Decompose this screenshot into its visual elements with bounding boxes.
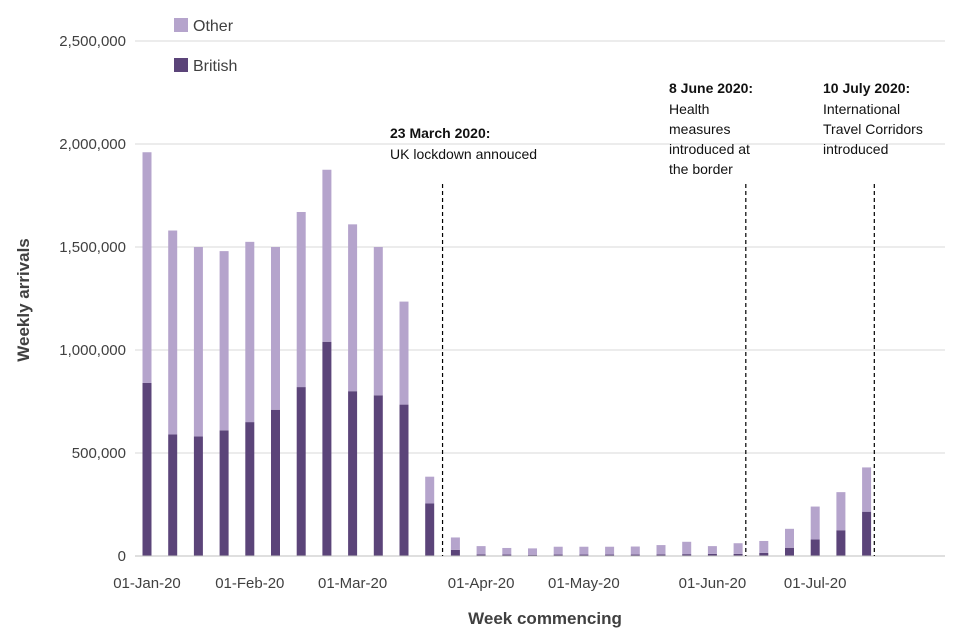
bar-other <box>399 301 409 405</box>
annotation-text: Travel Corridors <box>823 121 923 137</box>
bar-british <box>630 554 640 556</box>
y-tick-label: 1,500,000 <box>59 239 126 256</box>
y-tick-label: 0 <box>118 548 126 565</box>
bar-other <box>476 546 486 555</box>
x-axis-title: Week commencing <box>468 609 622 628</box>
bar-british <box>682 554 692 556</box>
bar-british <box>245 422 255 556</box>
bar-other <box>733 543 743 554</box>
x-tick-label: 01-May-20 <box>548 575 620 592</box>
bar-british <box>296 387 306 556</box>
bar-other <box>528 548 537 555</box>
x-tick-label: 01-Jul-20 <box>784 575 847 592</box>
annotation-text: introduced <box>823 141 888 157</box>
bar-other <box>296 211 306 388</box>
y-tick-label: 2,500,000 <box>59 33 126 50</box>
gridlines <box>135 40 945 454</box>
x-tick-label: 01-Apr-20 <box>448 575 515 592</box>
x-tick-label: 01-Feb-20 <box>215 575 284 592</box>
bar-other <box>656 545 666 555</box>
bar-british <box>810 539 820 556</box>
bar-british <box>168 434 178 556</box>
bar-other <box>682 541 692 555</box>
y-tick-label: 2,000,000 <box>59 136 126 153</box>
x-axis-ticks: 01-Jan-20 01-Feb-20 01-Mar-20 01-Apr-20 01-M… <box>113 575 846 592</box>
bar-british <box>425 503 435 556</box>
y-axis-ticks: 0 500,000 1,000,000 1,500,000 2,000,000 2,500… <box>59 33 126 565</box>
x-tick-label: 01-Jun-20 <box>679 575 747 592</box>
bar-other <box>759 540 769 553</box>
bar-british <box>528 554 537 556</box>
bar-british <box>399 404 409 556</box>
bar-british <box>373 395 383 556</box>
bar-other <box>142 152 152 383</box>
bar-other <box>348 224 358 392</box>
annotation-text: UK lockdown annouced <box>390 146 537 162</box>
bar-british <box>733 553 743 556</box>
bar-other <box>785 528 794 548</box>
legend: Other British <box>174 18 237 75</box>
bar-british <box>836 530 846 556</box>
bar-other <box>836 492 846 531</box>
annotation-text: introduced at <box>669 141 750 157</box>
annotation-title: 8 June 2020: <box>669 80 753 96</box>
annotation-text: International <box>823 101 900 117</box>
bar-other <box>707 546 717 554</box>
bar-other <box>373 247 383 396</box>
x-tick-label: 01-Mar-20 <box>318 575 387 592</box>
annotation-text: measures <box>669 121 730 137</box>
bar-british <box>142 382 152 556</box>
bar-british <box>862 511 872 556</box>
bar-british <box>476 554 486 556</box>
legend-label-british: British <box>193 58 237 75</box>
legend-swatch-other <box>174 18 188 32</box>
annotations: 23 March 2020: UK lockdown annouced 8 June… <box>390 80 923 556</box>
bar-other <box>322 169 332 342</box>
bar-other <box>553 546 563 555</box>
bar-british <box>605 554 615 556</box>
bar-british <box>656 554 666 556</box>
bars <box>142 152 872 556</box>
y-axis-title: Weekly arrivals <box>14 238 33 362</box>
bar-british <box>322 341 332 556</box>
bar-british <box>759 552 769 556</box>
bar-british <box>348 391 358 556</box>
bar-other <box>605 546 615 555</box>
bar-british <box>271 409 280 556</box>
bar-british <box>785 547 794 556</box>
legend-label-other: Other <box>193 18 234 35</box>
x-tick-label: 01-Jan-20 <box>113 575 181 592</box>
bar-other <box>193 247 203 437</box>
bar-british <box>450 549 460 556</box>
bar-other <box>425 476 435 504</box>
annotation-text: the border <box>669 161 733 177</box>
bar-other <box>450 537 460 550</box>
legend-swatch-british <box>174 58 188 72</box>
bar-other <box>219 251 229 431</box>
bar-other <box>630 546 640 555</box>
annotation-text: Health <box>669 101 709 117</box>
bar-other <box>271 247 280 410</box>
bar-other <box>579 546 589 555</box>
annotation-title: 10 July 2020: <box>823 80 910 96</box>
bar-british <box>579 554 589 556</box>
bar-british <box>553 554 563 556</box>
bar-other <box>862 467 872 512</box>
annotation-title: 23 March 2020: <box>390 125 490 141</box>
bar-british <box>219 430 229 556</box>
bar-british <box>707 553 717 556</box>
bar-british <box>502 554 512 556</box>
bar-other <box>168 230 178 435</box>
bar-other <box>810 506 820 540</box>
bar-british <box>193 436 203 556</box>
y-tick-label: 1,000,000 <box>59 342 126 359</box>
y-tick-label: 500,000 <box>72 445 126 462</box>
bar-other <box>502 547 512 555</box>
bar-other <box>245 241 255 423</box>
